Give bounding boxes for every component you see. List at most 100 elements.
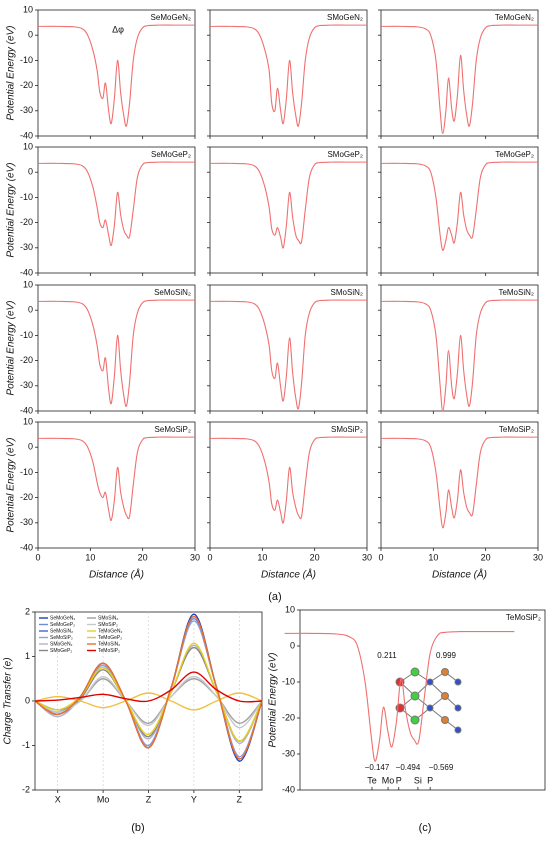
x-tick-label: P (396, 775, 402, 785)
plot-frame (380, 146, 539, 274)
x-tick-label: Si (414, 775, 422, 785)
line (209, 436, 367, 524)
plot-frame (209, 421, 368, 549)
panel-title: SeMoGeN₂ (151, 13, 191, 22)
x-tick-label: Z (237, 794, 243, 804)
panel-title: SeMoSiN₂ (154, 288, 191, 297)
y-tick-label: -30 (282, 748, 295, 758)
panel-title: SeMoGeP₂ (151, 150, 191, 159)
x-tick-label: 30 (362, 552, 372, 562)
line (284, 630, 515, 762)
legend-label: SeMoSiP₂ (50, 635, 73, 641)
panel-title: TeMoSiP₂ (506, 613, 541, 622)
y-tick-label: 10 (23, 416, 33, 426)
y-axis-label: Potential Energy (eV) (268, 652, 279, 747)
y-tick-label: 0 (25, 695, 30, 705)
y-axis-label: Charge Transfer (e) (3, 657, 14, 744)
y-tick-label: 0 (28, 305, 33, 315)
x-tick-label: 30 (190, 552, 200, 562)
line (380, 436, 538, 529)
y-tick-label: 10 (23, 141, 33, 151)
legend-label: SeMoGeP₂ (50, 622, 75, 628)
plot-frame (380, 421, 539, 549)
annotation: 0.211 (377, 651, 397, 660)
line (37, 436, 195, 522)
panel-title: SMoSiP₂ (331, 425, 363, 434)
annotation: 0.999 (436, 651, 457, 660)
x-tick-label: 10 (428, 552, 438, 562)
plot-frame (37, 421, 196, 549)
y-tick-label: 10 (285, 604, 295, 614)
x-tick-label: 0 (378, 552, 383, 562)
plot-frame (37, 284, 196, 412)
legend-label: TeMoSiN₂ (98, 641, 120, 647)
x-tick-label: 0 (207, 552, 212, 562)
y-tick-label: 2 (25, 606, 30, 616)
y-tick-label: -40 (20, 130, 33, 140)
y-tick-label: 0 (290, 640, 295, 650)
x-tick-label: 20 (481, 552, 491, 562)
y-tick-label: -20 (282, 712, 295, 722)
panel-title: SMoSiN₂ (331, 288, 363, 297)
line (380, 24, 538, 135)
legend-label: SeMoSiN₂ (50, 628, 73, 634)
plot-frame (209, 146, 368, 274)
y-tick-label: -10 (20, 467, 33, 477)
x-axis-label: Distance (Å) (432, 568, 487, 581)
legend-label: SMoGeN₂ (50, 641, 73, 647)
panel-title: TeMoGeP₂ (495, 150, 534, 159)
y-axis-label: Potential Energy (eV) (6, 437, 17, 532)
x-tick-label: Te (367, 775, 377, 785)
line (34, 642, 263, 742)
line (37, 161, 195, 247)
line (209, 299, 367, 410)
annotation: Δφ (112, 24, 124, 34)
line (209, 161, 367, 249)
plot-frame (209, 284, 368, 412)
y-tick-label: 0 (28, 30, 33, 40)
annotation: −0.494 (396, 763, 421, 772)
y-tick-label: -10 (282, 676, 295, 686)
y-axis-label: Potential Energy (eV) (6, 300, 17, 395)
x-tick-label: Mo (382, 775, 395, 785)
x-tick-label: 20 (138, 552, 148, 562)
y-tick-label: 10 (23, 4, 33, 14)
y-tick-label: -30 (20, 105, 33, 115)
annotation: −0.147 (365, 763, 390, 772)
panel-title: SMoGeN₂ (327, 13, 363, 22)
panel-title: TeMoSiN₂ (498, 288, 534, 297)
x-axis-label: Distance (Å) (89, 568, 144, 581)
line (34, 615, 263, 760)
line (209, 24, 367, 127)
y-tick-label: -30 (20, 517, 33, 527)
line (34, 671, 263, 703)
y-tick-label: -10 (20, 192, 33, 202)
plot-frame (380, 284, 539, 412)
legend-label: SeMoGeN₂ (50, 615, 75, 621)
x-tick-label: 0 (35, 552, 40, 562)
legend-label: SMoGeP₂ (50, 648, 72, 654)
y-tick-label: -20 (20, 492, 33, 502)
structure-inset (395, 667, 462, 734)
y-tick-label: -30 (20, 242, 33, 252)
line (380, 161, 538, 251)
x-tick-label: 20 (310, 552, 320, 562)
plot-frame (299, 609, 546, 791)
y-tick-label: -40 (282, 784, 295, 794)
legend-label: TeMoSiP₂ (98, 648, 120, 654)
x-tick-label: 10 (257, 552, 267, 562)
panel-title: TeMoGeN₂ (495, 13, 534, 22)
y-tick-label: 10 (23, 279, 33, 289)
line (37, 24, 195, 127)
annotation: −0.569 (429, 763, 454, 772)
plot-frame (380, 9, 539, 137)
plot-frame (37, 146, 196, 274)
x-tick-label: 10 (85, 552, 95, 562)
panel-title: TeMoSiP₂ (499, 425, 534, 434)
y-tick-label: -20 (20, 80, 33, 90)
legend-label: SMoSiN₂ (98, 615, 118, 621)
plot-frame (37, 9, 196, 137)
line (34, 675, 263, 729)
